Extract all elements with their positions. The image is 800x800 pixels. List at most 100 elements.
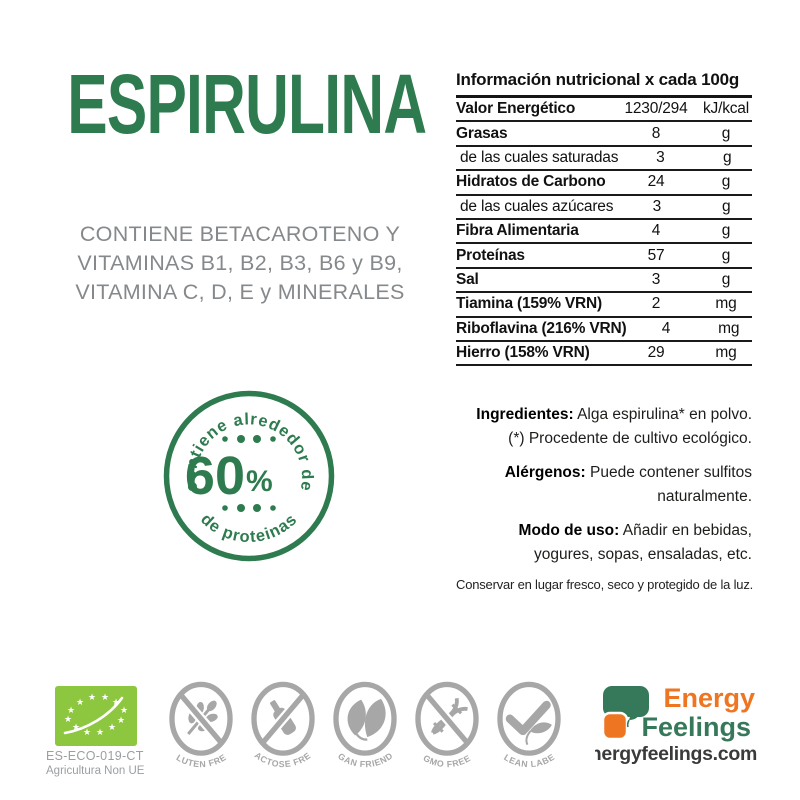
nutrition-title: Información nutricional x cada 100g xyxy=(456,70,752,98)
row-value: 57 xyxy=(647,246,665,264)
description-line: CONTIENE BETACAROTENO Y xyxy=(79,222,401,246)
row-value: 3 xyxy=(651,270,661,288)
row-value: 3 xyxy=(656,148,665,166)
svg-text:★: ★ xyxy=(72,723,80,733)
protein-badge: contiene alrededor de de proteinas 60 % xyxy=(163,390,335,562)
badge-value: 60 xyxy=(185,446,245,506)
info-column: Ingredientes: Alga espirulina* en polvo.… xyxy=(456,403,754,592)
svg-text:★: ★ xyxy=(96,728,104,738)
svg-text:★: ★ xyxy=(117,716,125,726)
svg-text:★: ★ xyxy=(67,706,75,716)
row-unit: g xyxy=(721,270,731,288)
row-value: 4 xyxy=(661,319,671,337)
nutrition-row: Fibra Alimentaria 4 g xyxy=(456,220,752,245)
row-unit: g xyxy=(722,197,731,215)
usage-text: yogures, sopas, ensaladas, etc. xyxy=(534,546,752,563)
nutrition-row: Hierro (158% VRN) 29 mg xyxy=(456,342,752,367)
allergens-text: naturalmente. xyxy=(657,488,752,505)
product-description: CONTIENE BETACAROTENO Y VITAMINAS B1, B2… xyxy=(0,220,480,307)
allergens-label: Alérgenos: xyxy=(504,464,586,481)
eu-certification-text: ES-ECO-019-CT Agricultura Non UE xyxy=(46,749,156,777)
leaf-stem-swoosh xyxy=(63,696,124,735)
row-value: 24 xyxy=(647,173,665,191)
usage-block: Modo de uso: Añadir en bebidas, yogures,… xyxy=(456,519,752,567)
svg-text:★: ★ xyxy=(120,706,128,716)
allergens-block: Alérgenos: Puede contener sulfitos natur… xyxy=(456,461,752,509)
description-line: VITAMINA C, D, E y MINERALES xyxy=(75,280,405,304)
svg-text:★: ★ xyxy=(108,723,116,733)
brand-sprout-leaf xyxy=(626,711,640,728)
dots-top xyxy=(222,435,276,443)
row-unit: kJ/kcal xyxy=(703,100,749,118)
ingredients-block: Ingredientes: Alga espirulina* en polvo.… xyxy=(456,403,752,451)
checkmark-leaf-glyph xyxy=(505,700,552,746)
leaves-glyph xyxy=(347,698,386,741)
svg-text:★: ★ xyxy=(112,698,120,708)
vegan-friendly-icon: VEGAN FRIENDLY xyxy=(323,679,397,769)
svg-text:★: ★ xyxy=(101,693,109,703)
nutrition-row: Riboflavina (216% VRN) 4 mg xyxy=(456,318,752,342)
brand-website: energyfeelings.com xyxy=(595,743,757,765)
brand-logo: Energy Feelings energyfeelings.com xyxy=(595,683,757,765)
eu-organic-leaf-logo: ★★ ★ ★ ★★ ★★★ ★★★ xyxy=(55,686,137,746)
product-title: ESPIRULINA xyxy=(67,57,427,151)
row-unit: mg xyxy=(718,319,740,337)
storage-note: Conservar en lugar fresco, seco y proteg… xyxy=(456,577,754,592)
row-value: 1230/294 xyxy=(624,100,688,118)
gluten-free-icon: GLUTEN FREE xyxy=(159,679,233,769)
row-value: 4 xyxy=(651,222,661,240)
lactose-free-icon: LACTOSE FREE xyxy=(241,679,315,769)
row-value: 29 xyxy=(647,344,665,362)
usage-label: Modo de uso: xyxy=(518,522,620,539)
row-unit: g xyxy=(721,124,731,142)
nutrition-row: de las cuales saturadas 3 g xyxy=(456,147,752,172)
row-unit: g xyxy=(721,246,731,264)
row-label: Proteínas xyxy=(456,246,525,264)
svg-text:★: ★ xyxy=(88,693,96,703)
ingredients-text: Alga espirulina* en polvo. xyxy=(573,406,752,423)
eu-certification-code: ES-ECO-019-CT xyxy=(46,749,144,763)
svg-text:★: ★ xyxy=(83,728,91,738)
brand-name-energy: Energy xyxy=(663,683,755,713)
svg-text:★: ★ xyxy=(64,715,72,725)
row-label: Riboflavina (216% VRN) xyxy=(456,319,627,337)
brand-leaf-orange-shape xyxy=(601,711,629,741)
row-label: de las cuales azúcares xyxy=(460,197,614,215)
row-unit: mg xyxy=(715,344,737,362)
row-value: 2 xyxy=(651,295,661,313)
row-label: Fibra Alimentaria xyxy=(456,222,579,240)
nutrition-row: Hidratos de Carbono 24 g xyxy=(456,171,752,196)
row-unit: g xyxy=(721,173,731,191)
row-label: Sal xyxy=(456,270,479,288)
badge-bottom-text: de proteinas xyxy=(197,510,301,546)
ingredients-text: (*) Procedente de cultivo ecológico. xyxy=(508,430,752,447)
badge-percent: % xyxy=(246,465,273,498)
nutrition-row: Grasas 8 g xyxy=(456,122,752,147)
clean-label-icon: CLEAN LABEL xyxy=(487,679,561,769)
row-value: 8 xyxy=(651,124,661,142)
row-label: de las cuales saturadas xyxy=(460,148,619,166)
row-label: Hierro (158% VRN) xyxy=(456,344,590,362)
allergens-text: Puede contener sulfitos xyxy=(585,464,752,481)
row-label: Valor Energético xyxy=(456,100,576,118)
usage-text: Añadir en bebidas, xyxy=(619,522,752,539)
badge-ring xyxy=(163,390,335,562)
row-label: Tiamina (159% VRN) xyxy=(456,295,602,313)
row-value: 3 xyxy=(652,197,662,215)
nutrition-row: Sal 3 g xyxy=(456,269,752,294)
ingredients-label: Ingredientes: xyxy=(476,406,574,423)
row-label: Grasas xyxy=(456,124,508,142)
nutrition-row: de las cuales azúcares 3 g xyxy=(456,196,752,220)
gmo-free-icon: GMO FREE xyxy=(415,681,479,769)
star-leaf-outline: ★★ ★ ★ ★★ ★★★ ★★★ xyxy=(64,693,128,738)
row-unit: g xyxy=(722,148,732,166)
svg-text:★: ★ xyxy=(76,698,84,708)
row-unit: g xyxy=(721,222,731,240)
nutrition-row: Valor Energético 1230/294 kJ/kcal xyxy=(456,98,752,123)
nutrition-row: Tiamina (159% VRN) 2 mg xyxy=(456,293,752,318)
row-label: Hidratos de Carbono xyxy=(456,173,606,191)
dots-bottom xyxy=(222,504,276,512)
description-line: VITAMINAS B1, B2, B3, B6 y B9, xyxy=(77,251,403,275)
nutrition-row: Proteínas 57 g xyxy=(456,244,752,269)
